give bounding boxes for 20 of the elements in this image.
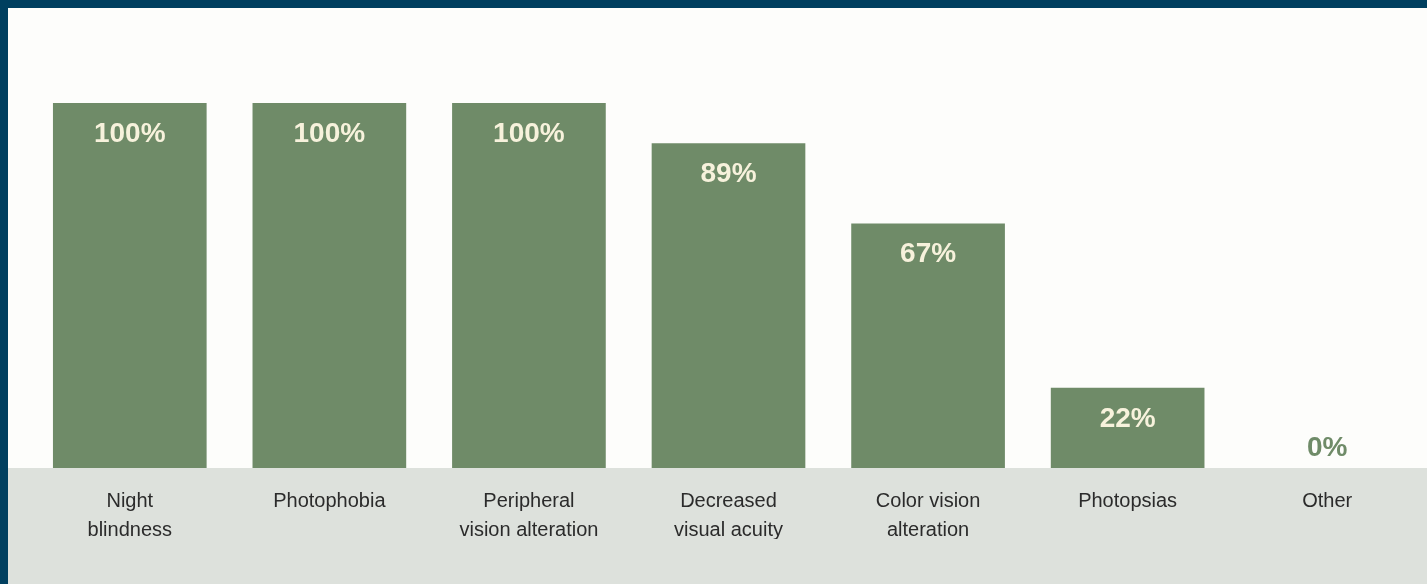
x-tick-label: Peripheral vision alteration xyxy=(459,488,599,540)
bar xyxy=(851,223,1005,468)
x-tick-label: Other xyxy=(1302,488,1353,511)
data-label: 22% xyxy=(1099,401,1156,433)
data-label: 67% xyxy=(900,237,957,269)
bar xyxy=(651,143,806,468)
data-label: 0% xyxy=(1306,431,1348,462)
x-tick-label: Photophobia xyxy=(273,488,387,511)
x-tick-label: Color vision alteration xyxy=(875,488,981,540)
data-label: 100% xyxy=(293,117,366,148)
bar xyxy=(52,103,207,468)
bar xyxy=(452,103,606,468)
bar xyxy=(252,103,407,468)
data-label: 100% xyxy=(93,117,166,148)
x-tick-label: Night blindness xyxy=(87,488,173,540)
bar xyxy=(1050,387,1205,468)
data-label: 100% xyxy=(493,117,565,148)
data-label: 89% xyxy=(700,157,757,189)
x-tick-label: Decreased visual acuity xyxy=(674,488,783,540)
x-tick-label: Photopsias xyxy=(1078,488,1178,511)
